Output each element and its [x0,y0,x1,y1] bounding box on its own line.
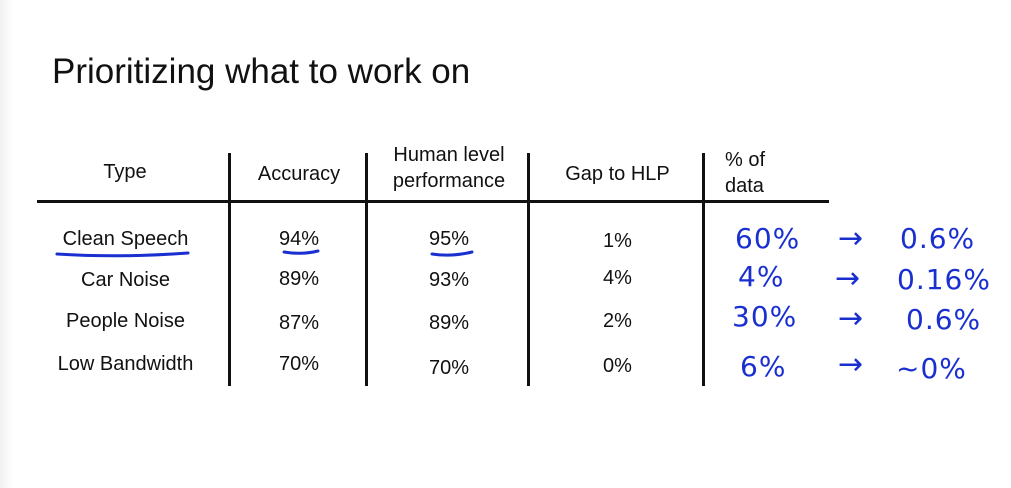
row-accuracy: 89% [278,268,320,290]
row-accuracy: 94% [278,228,320,250]
handwritten-data-pct: 30% [732,300,798,333]
header-hlp-line2: performance [392,170,506,192]
row-gap: 4% [603,267,632,289]
handwritten-result: 0.16% [897,263,991,296]
header-divider [37,200,829,203]
header-gap: Gap to HLP [565,163,670,185]
row-type: Clean Speech [62,228,189,250]
row-gap: 2% [603,310,632,332]
column-divider [702,153,705,386]
header-hlp-line1: Human level [393,144,505,166]
row-accuracy: 70% [278,353,320,375]
column-divider [527,153,530,386]
row-hlp: 70% [428,357,470,379]
handwritten-arrow-icon: → [838,301,864,336]
row-hlp: 93% [428,269,470,291]
handwritten-data-pct: 60% [735,222,801,255]
row-gap: 0% [603,355,632,377]
handwritten-data-pct: 4% [738,260,785,293]
header-data-line1: % of [725,149,766,171]
column-divider [228,153,231,386]
row-hlp: 89% [428,312,470,334]
left-edge-shadow [0,0,14,488]
row-hlp: 95% [428,228,470,250]
header-accuracy: Accuracy [257,163,341,185]
row-type: Low Bandwidth [57,353,194,375]
handwritten-data-pct: 6% [740,350,787,383]
handwritten-arrow-icon: → [835,261,861,296]
handwritten-result: ~0% [896,352,967,385]
slide-title: Prioritizing what to work on [52,52,471,91]
handwritten-arrow-icon: → [838,347,864,382]
row-accuracy: 87% [278,312,320,334]
handwritten-result: 0.6% [906,303,982,336]
row-type: Car Noise [81,269,170,291]
handwritten-result: 0.6% [900,222,976,255]
row-type: People Noise [66,310,185,332]
header-type: Type [103,161,147,183]
handwritten-arrow-icon: → [838,221,864,256]
header-data-line2: data [725,175,764,197]
column-divider [365,153,368,386]
row-gap: 1% [603,230,632,252]
